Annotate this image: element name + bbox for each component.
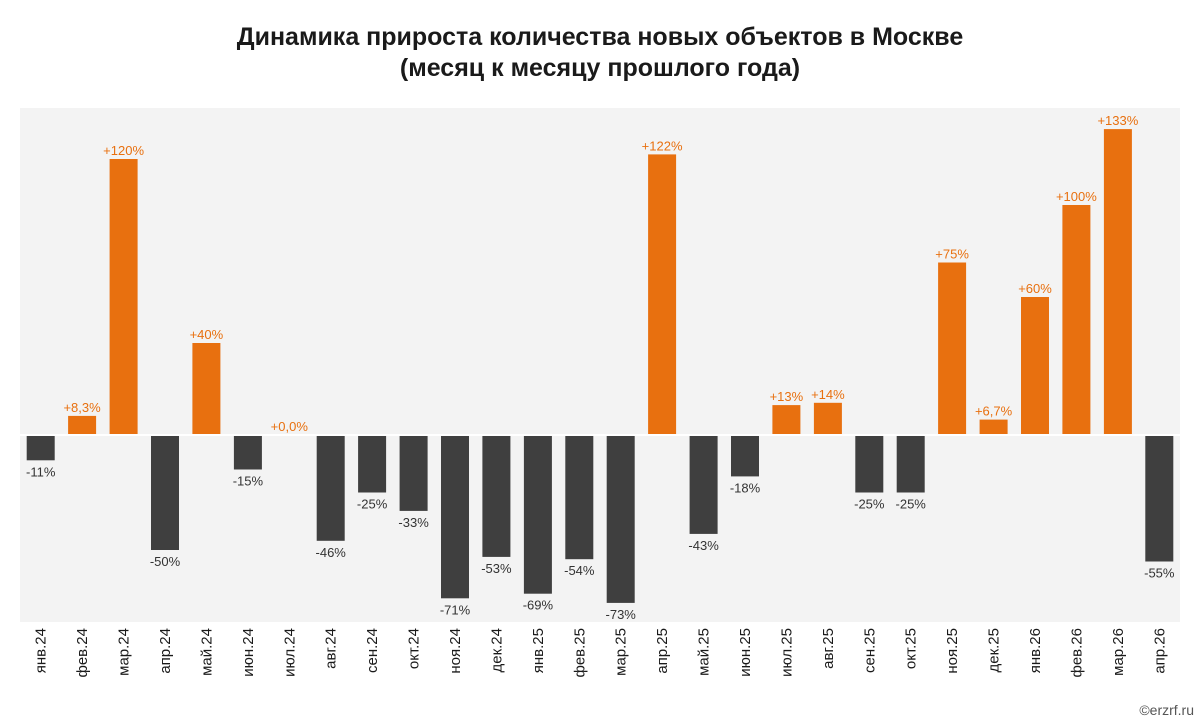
bar-мар.24 xyxy=(109,159,138,435)
bar-апр.25 xyxy=(648,154,677,435)
data-label: -46% xyxy=(316,545,347,560)
x-tick-label: фев.24 xyxy=(74,628,91,678)
bar-дек.25 xyxy=(979,419,1008,435)
x-tick-label: май.24 xyxy=(198,628,215,676)
data-label: -50% xyxy=(150,554,181,569)
bar-янв.26 xyxy=(1021,297,1049,435)
bar-апр.24 xyxy=(151,435,179,550)
x-tick-label: сен.25 xyxy=(861,628,878,673)
x-tick-label: мар.26 xyxy=(1110,628,1127,676)
bar-май.25 xyxy=(689,435,718,534)
data-label: -71% xyxy=(440,602,471,617)
bar-июн.25 xyxy=(731,435,759,477)
data-label: -25% xyxy=(896,497,927,512)
bar-июн.24 xyxy=(233,435,262,470)
bar-сен.25 xyxy=(855,435,884,493)
x-tick-label: май.25 xyxy=(696,628,713,676)
x-tick-label: ноя.24 xyxy=(447,628,464,674)
chart-subtitle: (месяц к месяцу прошлого года) xyxy=(399,54,801,82)
bar-окт.25 xyxy=(896,435,925,493)
x-tick-labels-group: янв.24 фев.24 мар.24 апр.24 май.24 июн.24 июл.… xyxy=(33,628,1169,678)
x-tick-label: июн.25 xyxy=(737,628,754,677)
bar-ноя.25 xyxy=(938,262,967,435)
x-tick-label: июн.24 xyxy=(240,628,257,677)
data-label: -25% xyxy=(854,497,885,512)
data-label: -73% xyxy=(606,607,637,622)
x-tick-label: июл.24 xyxy=(281,628,298,677)
chart-title: Динамика прироста количества новых объек… xyxy=(236,23,964,51)
x-tick-label: мар.25 xyxy=(613,628,630,676)
bar-окт.24 xyxy=(399,435,428,511)
data-label: +0,0% xyxy=(271,419,309,434)
data-label: +6,7% xyxy=(975,404,1013,419)
data-label: +8,3% xyxy=(63,400,101,415)
x-tick-label: окт.24 xyxy=(406,628,423,669)
data-label: +133% xyxy=(1097,113,1138,128)
data-label: -15% xyxy=(233,474,264,489)
bar-янв.24 xyxy=(26,435,55,461)
x-tick-label: июл.25 xyxy=(778,628,795,677)
bar-мар.26 xyxy=(1103,129,1132,435)
data-label: -25% xyxy=(357,497,388,512)
x-tick-label: янв.25 xyxy=(530,628,547,673)
x-tick-label: мар.24 xyxy=(116,628,133,676)
x-tick-label: авг.25 xyxy=(820,628,837,669)
chart-title-block: Динамика прироста количества новых объек… xyxy=(0,22,1200,84)
bar-фев.26 xyxy=(1062,205,1091,435)
x-tick-label: янв.24 xyxy=(33,628,50,673)
x-tick-label: фев.25 xyxy=(571,628,588,678)
x-tick-label: апр.24 xyxy=(157,628,174,674)
x-tick-label: ноя.25 xyxy=(944,628,961,674)
data-label: +13% xyxy=(770,389,804,404)
source-credit: ©erzrf.ru xyxy=(1139,702,1194,718)
data-label: +122% xyxy=(642,138,683,153)
bar-авг.25 xyxy=(813,402,842,435)
data-label: -18% xyxy=(730,480,761,495)
data-label: -55% xyxy=(1144,566,1175,581)
x-tick-label: янв.26 xyxy=(1027,628,1044,673)
bar-фев.24 xyxy=(68,415,97,435)
bars-group xyxy=(26,129,1174,603)
data-label: -11% xyxy=(26,464,56,479)
bar-апр.26 xyxy=(1145,435,1174,562)
data-label: +100% xyxy=(1056,189,1097,204)
data-label: +40% xyxy=(190,327,224,342)
bar-фев.25 xyxy=(565,435,594,560)
data-labels-group: -11%+8,3%+120%-50%+40%-15%+0,0%-46%-25%-… xyxy=(26,113,1175,622)
x-tick-label: апр.25 xyxy=(654,628,671,674)
data-label: +75% xyxy=(935,247,969,262)
x-tick-label: апр.26 xyxy=(1151,628,1168,674)
x-tick-label: окт.25 xyxy=(903,628,920,669)
data-label: -69% xyxy=(523,598,554,613)
bar-авг.24 xyxy=(316,435,345,541)
bar-июл.25 xyxy=(772,405,801,435)
data-label: -43% xyxy=(688,538,719,553)
data-label: +60% xyxy=(1018,281,1052,296)
bar-сен.24 xyxy=(358,435,387,493)
data-label: +14% xyxy=(811,387,845,402)
x-tick-label: дек.24 xyxy=(488,628,505,673)
data-label: -33% xyxy=(398,515,429,530)
x-tick-label: дек.25 xyxy=(986,628,1003,673)
bar-май.24 xyxy=(192,343,221,435)
bar-янв.25 xyxy=(523,435,552,594)
x-tick-label: авг.24 xyxy=(323,628,340,669)
bar-дек.24 xyxy=(482,435,511,557)
data-label: -54% xyxy=(564,563,595,578)
data-label: +120% xyxy=(103,143,144,158)
x-tick-label: фев.26 xyxy=(1068,628,1085,678)
x-tick-label: сен.24 xyxy=(364,628,381,673)
data-label: -53% xyxy=(481,561,512,576)
bar-ноя.24 xyxy=(441,435,469,599)
bar-мар.25 xyxy=(606,435,635,603)
